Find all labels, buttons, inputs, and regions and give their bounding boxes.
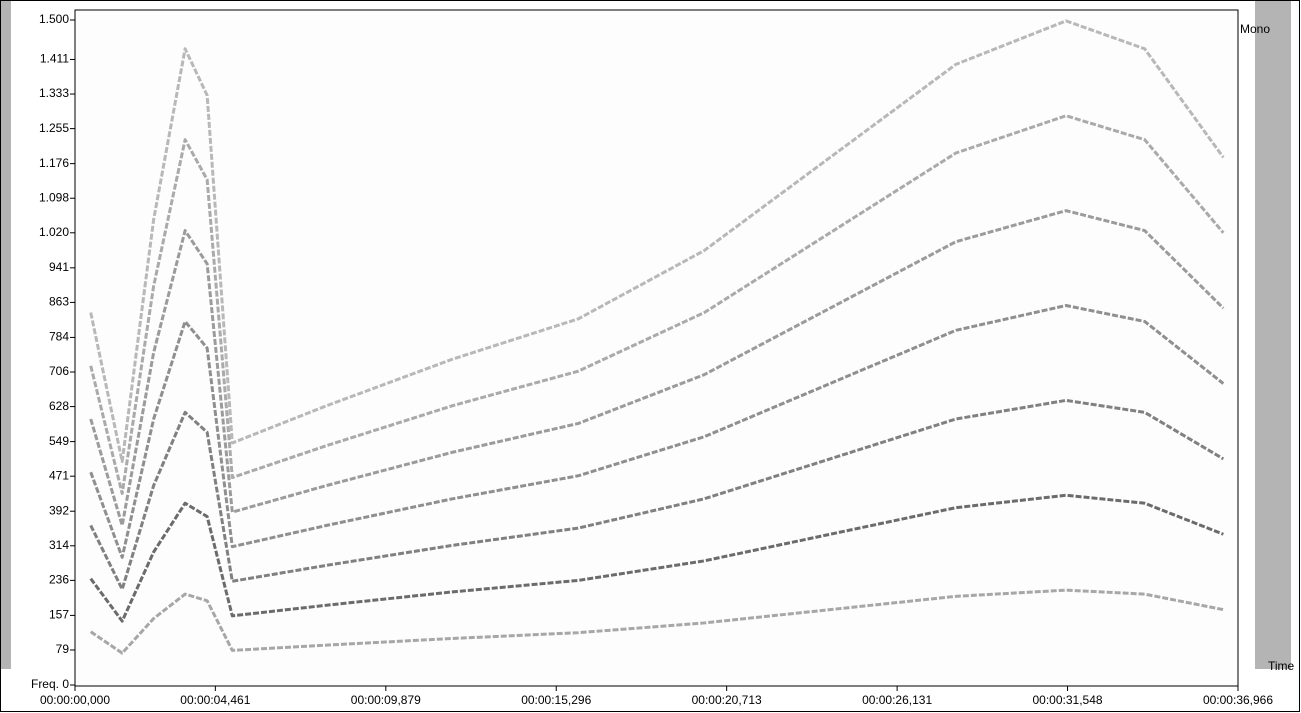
y-tick-label: 314 [49, 538, 69, 552]
x-tick-label: 00:00:36,966 [1203, 693, 1273, 707]
x-tick-label: 00:00:26,131 [862, 693, 932, 707]
x-tick-label: 00:00:20,713 [692, 693, 762, 707]
y-tick-label: 392 [49, 503, 69, 517]
x-tick-label: 00:00:04,461 [180, 693, 250, 707]
y-tick-label: 863 [49, 295, 69, 309]
x-tick-label: 00:00:31,548 [1033, 693, 1103, 707]
y-tick-label: 628 [49, 399, 69, 413]
plot-area [75, 10, 1238, 686]
y-tick-label: 941 [49, 260, 69, 274]
time-axis-label: Time [1268, 659, 1295, 673]
y-tick-label: 706 [49, 364, 69, 378]
y-tick-label: 1.020 [39, 225, 69, 239]
y-tick-label: Freq. 0 [31, 677, 69, 691]
y-tick-label: 549 [49, 434, 69, 448]
y-tick-label: 1.176 [39, 156, 69, 170]
y-tick-label: 236 [49, 573, 69, 587]
spectrogram-window: Mono Time Freq. 0 79 157 236 314 392 471 549 628… [0, 0, 1301, 713]
y-tick-label: 1.255 [39, 121, 69, 135]
x-tick-label: 00:00:15,296 [521, 693, 591, 707]
y-tick-label: 1.500 [39, 12, 69, 26]
channel-label: Mono [1240, 22, 1270, 36]
y-tick-label: 1.333 [39, 86, 69, 100]
page: Mono Time Freq. 0 79 157 236 314 392 471 549 628… [0, 0, 1301, 713]
y-tick-label: 784 [49, 330, 69, 344]
y-tick-label: 157 [49, 608, 69, 622]
y-tick-label: 471 [49, 468, 69, 482]
x-tick-label: 00:00:00,000 [40, 693, 110, 707]
left-strip [1, 1, 11, 669]
right-strip [1255, 1, 1291, 669]
y-tick-label: 1.098 [39, 190, 69, 204]
x-tick-label: 00:00:09,879 [351, 693, 421, 707]
y-tick-label: 79 [56, 642, 70, 656]
y-tick-label: 1.411 [40, 52, 69, 66]
